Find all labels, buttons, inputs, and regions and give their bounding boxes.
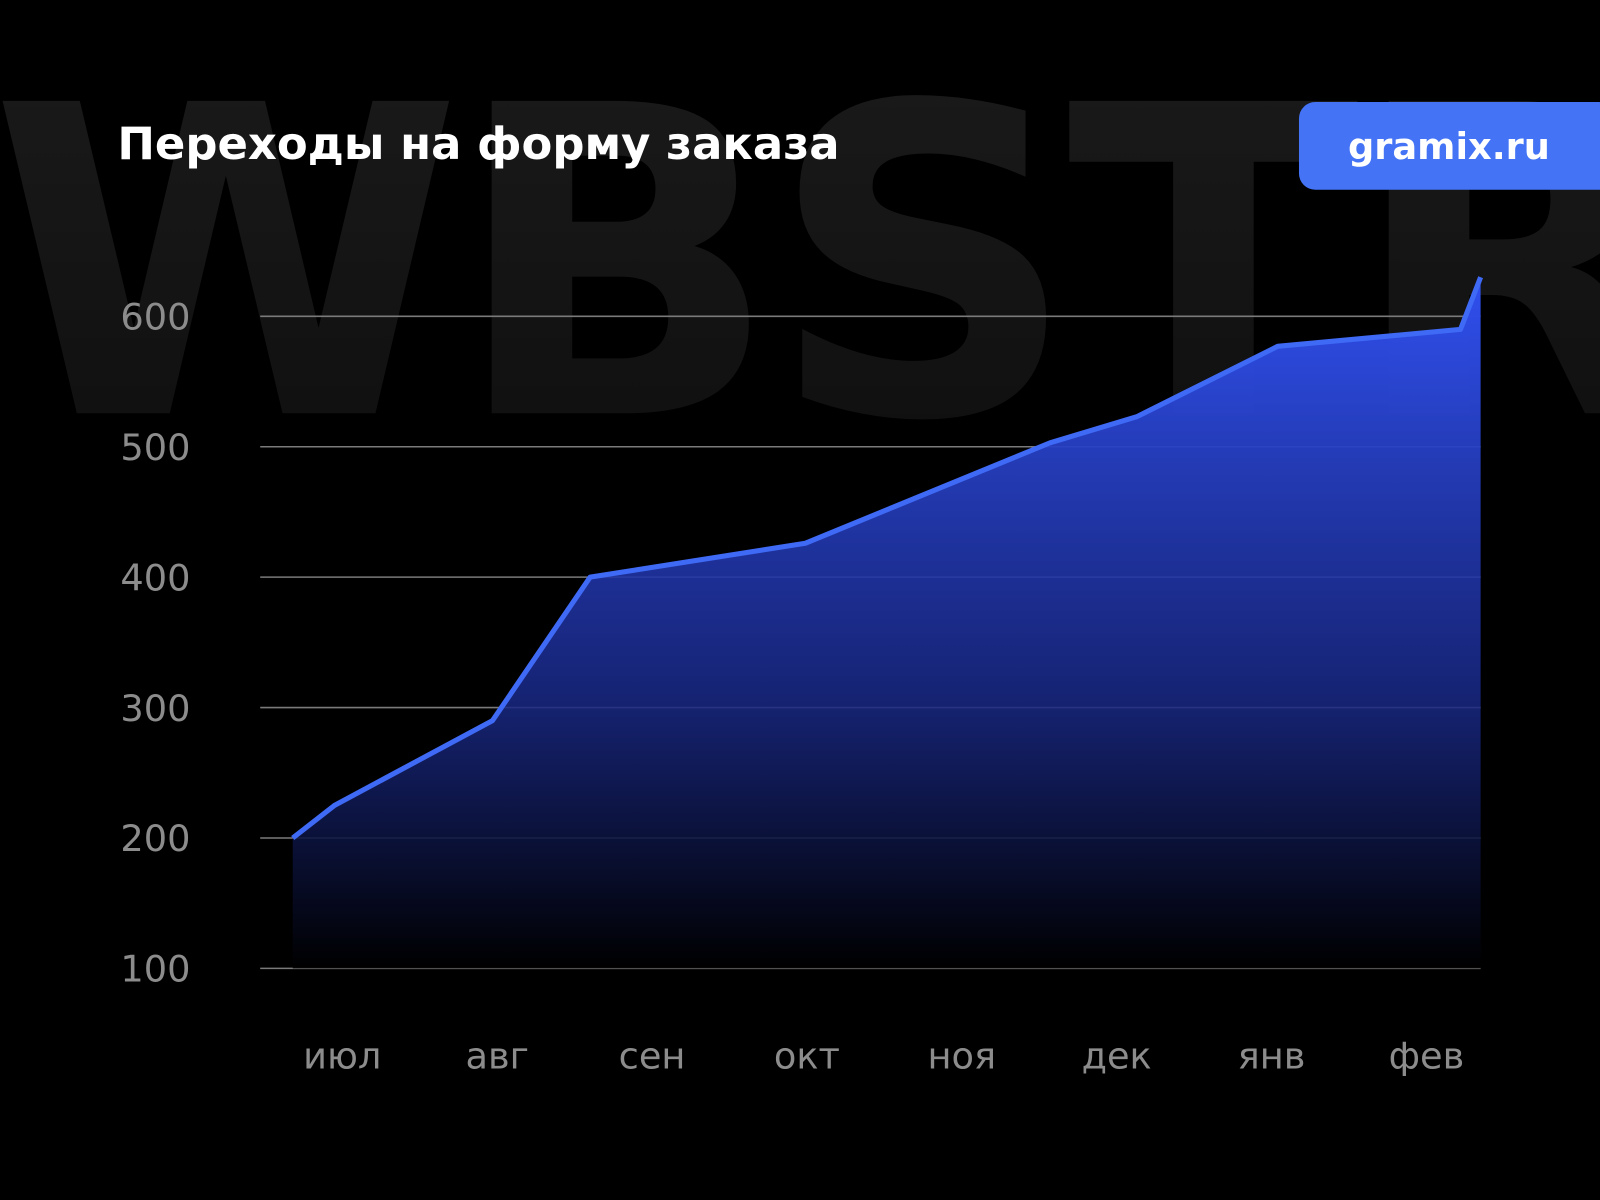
x-tick-label: авг <box>465 1034 528 1077</box>
y-tick-label: 200 <box>120 817 190 860</box>
badge[interactable] <box>1298 102 1600 190</box>
x-tick-label: фев <box>1389 1034 1465 1077</box>
area-fill <box>292 277 1481 969</box>
x-tick-label: сен <box>619 1034 686 1077</box>
badge-text[interactable]: gramix.ru <box>1348 125 1550 168</box>
y-tick-label: 500 <box>120 426 190 469</box>
x-tick-label: окт <box>774 1034 840 1077</box>
y-tick-label: 300 <box>120 687 190 730</box>
x-tick-label: ноя <box>928 1034 997 1077</box>
y-tick-label: 400 <box>120 556 190 599</box>
x-tick-label: янв <box>1238 1034 1306 1077</box>
x-tick-label: июл <box>303 1034 381 1077</box>
chart-title: Переходы на форму заказа <box>117 117 839 170</box>
y-tick-label: 600 <box>120 296 190 339</box>
line <box>291 276 1483 840</box>
y-tick-label: 100 <box>120 948 190 991</box>
x-tick-label: дек <box>1082 1034 1152 1077</box>
